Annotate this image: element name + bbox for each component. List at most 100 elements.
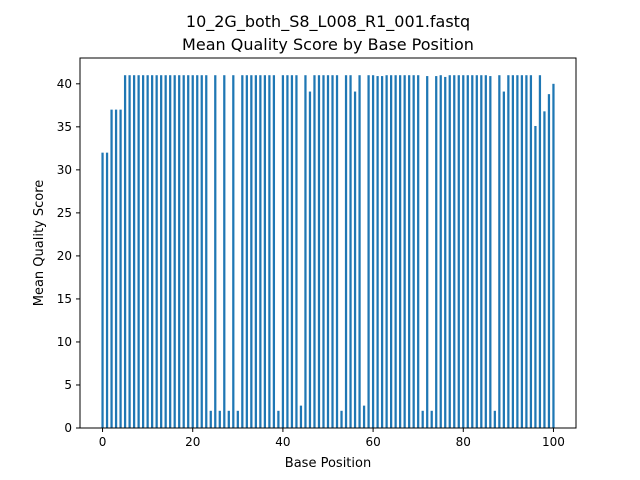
bar (114, 109, 118, 429)
x-tick-label: 0 (99, 435, 107, 449)
bar (123, 75, 127, 429)
bar (394, 75, 397, 429)
bar (385, 75, 388, 429)
bar (367, 75, 370, 429)
bar (484, 75, 487, 429)
bar (534, 125, 537, 428)
bar (254, 75, 257, 429)
bar (250, 75, 253, 429)
bar (132, 75, 136, 429)
x-tick-label: 60 (365, 435, 380, 449)
x-tick-label: 40 (275, 435, 290, 449)
bar (227, 410, 230, 428)
bar (205, 75, 208, 429)
y-tick-label: 10 (57, 335, 72, 349)
y-tick-label: 0 (64, 421, 72, 435)
bar (480, 75, 483, 429)
x-axis-ticks: 0 20 40 60 80 100 (99, 428, 565, 449)
plot-frame (79, 57, 577, 429)
bar (218, 410, 221, 428)
bar (335, 75, 339, 429)
bar (259, 75, 262, 429)
bar (160, 75, 163, 429)
bar (462, 75, 465, 429)
bar (281, 75, 285, 429)
bar (299, 405, 303, 428)
bar (308, 91, 312, 428)
y-axis-ticks: 0 5 10 15 20 25 30 35 40 (57, 77, 80, 435)
bar (471, 75, 474, 429)
bar (146, 75, 149, 429)
bar (200, 75, 203, 429)
bar (317, 75, 321, 429)
y-tick-label: 25 (57, 206, 72, 220)
bar (241, 75, 244, 429)
y-tick-label: 30 (57, 163, 72, 177)
bar (263, 75, 266, 429)
chart-subtitle: Mean Quality Score by Base Position (182, 35, 474, 54)
bar (340, 410, 343, 428)
bar (435, 76, 438, 429)
bar (552, 83, 555, 428)
bar (187, 75, 190, 429)
bar (511, 75, 514, 429)
bar (119, 109, 122, 429)
bar (105, 152, 109, 428)
y-tick-label: 20 (57, 249, 72, 263)
bar (169, 75, 172, 429)
bar (453, 75, 456, 429)
bar (353, 91, 357, 428)
bar (529, 75, 533, 429)
bar (403, 75, 406, 429)
y-tick-label: 40 (57, 77, 72, 91)
bar (457, 75, 460, 429)
bar (164, 75, 167, 429)
bar (173, 75, 176, 429)
bar (502, 91, 505, 428)
bar (380, 76, 384, 429)
bar (475, 75, 478, 429)
bar (232, 75, 235, 429)
bar (489, 76, 492, 429)
bar (272, 75, 276, 429)
bar (236, 410, 239, 428)
bar (137, 75, 140, 429)
bar (277, 410, 280, 428)
bar (295, 75, 298, 429)
bar (245, 75, 248, 429)
bar (547, 94, 551, 429)
bar (358, 75, 361, 429)
bar (493, 410, 496, 428)
bar (362, 405, 366, 428)
bar (498, 75, 501, 429)
bar (209, 410, 212, 428)
bar (390, 75, 393, 429)
bar (376, 76, 379, 429)
bar (525, 75, 528, 429)
bar (110, 109, 113, 429)
bar (344, 75, 348, 429)
y-axis-label: Mean Quality Score (32, 180, 47, 307)
y-tick-label: 15 (57, 292, 72, 306)
x-axis-label: Base Position (285, 456, 371, 471)
bar (412, 75, 415, 429)
bar (421, 410, 424, 428)
bar (371, 75, 375, 429)
y-tick-label: 35 (57, 120, 72, 134)
bar (286, 75, 289, 429)
bar (538, 75, 542, 429)
bar (304, 75, 307, 429)
bar (268, 75, 271, 429)
bar (128, 75, 131, 429)
bar (326, 75, 330, 429)
bar (444, 76, 447, 428)
bar (101, 152, 104, 428)
bar (349, 75, 352, 429)
bar (155, 75, 158, 429)
bar (399, 75, 402, 429)
bar (520, 75, 524, 429)
bar (151, 75, 154, 429)
bar (214, 75, 217, 429)
bar (196, 75, 199, 429)
